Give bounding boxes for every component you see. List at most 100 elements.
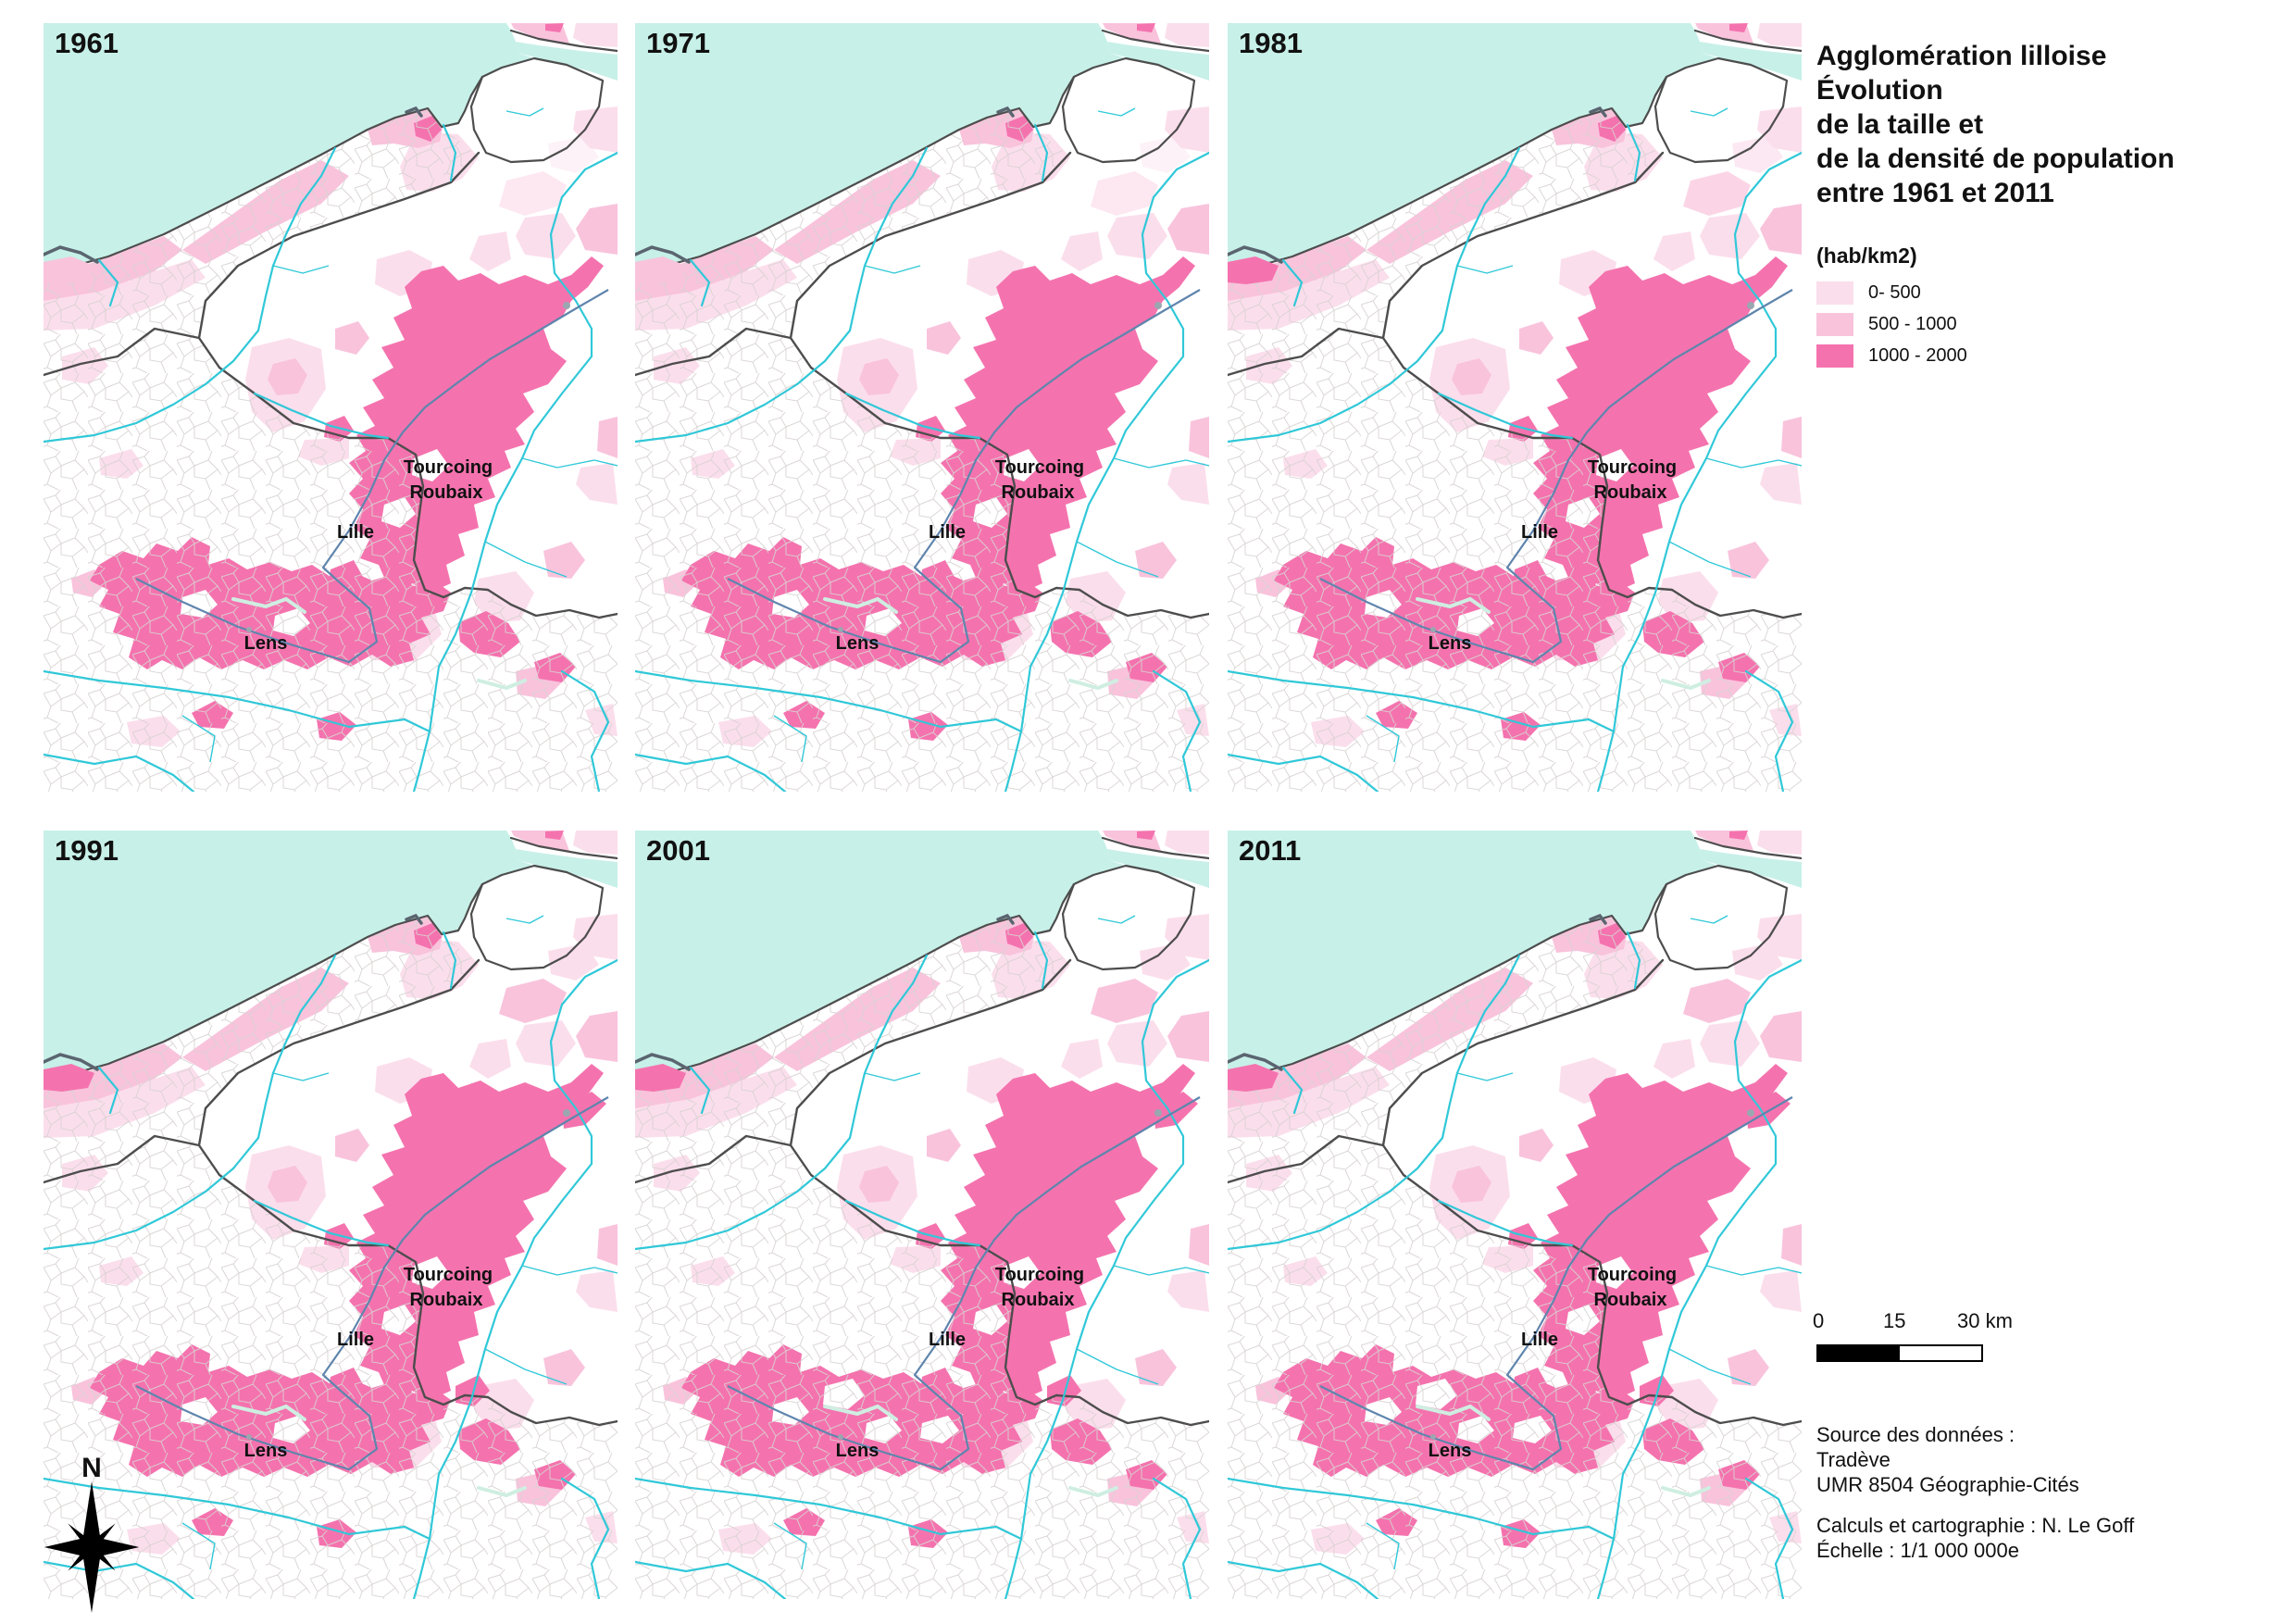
compass-star-icon [44,1480,140,1614]
legend-header: (hab/km2) [1816,244,1917,268]
sea-channel [1700,849,1802,888]
info-panel: Agglomération lilloise Évolution de la t… [1816,39,2284,376]
city-label-tourcoing: Tourcoing [995,457,1084,478]
rivers [635,915,1209,1599]
city-label-lille: Lille [1521,1330,1558,1350]
city-label-tourcoing: Tourcoing [1588,1265,1677,1285]
rivers [44,107,618,792]
port-structures [44,913,570,1440]
map-panel-2001: 2001 [635,831,1209,1599]
sea-channel [1700,42,1802,81]
coastline [1228,75,1668,277]
belgium-corner-land [1691,23,1802,53]
city-label-tourcoing: Tourcoing [404,457,493,478]
credit-line: Échelle : 1/1 000 000e [1816,1539,2019,1562]
scale-bar: 0 15 30 km [1813,1309,2057,1362]
port-structures [635,106,1162,632]
coastline [635,882,1076,1084]
scale-bar-fill [1818,1346,1900,1360]
rivers [635,107,1209,792]
scale-bar-labels: 0 15 30 km [1813,1309,2057,1335]
sea-channel [1107,42,1209,81]
map-panel-2011: 2011 [1228,831,1802,1599]
legend-item: 500 - 1000 [1816,313,2284,336]
legend-label: 0- 500 [1868,282,1921,303]
city-label-lens: Lens [244,633,288,654]
scale-tick-15: 15 [1883,1309,1906,1332]
border-enclave [1653,56,1789,164]
border-enclave [1061,56,1196,164]
scale-tick-30: 30 km [1957,1309,2013,1332]
source-line: Tradève [1816,1448,1890,1471]
city-label-lille: Lille [1521,522,1558,543]
legend-swatch-mid [1816,313,1853,336]
source-line: UMR 8504 Géographie-Cités [1816,1473,2079,1496]
density-map: Tourcoing Roubaix Lille Lens [1228,23,1802,792]
city-label-tourcoing: Tourcoing [995,1265,1084,1285]
port-structures [635,913,1162,1440]
city-label-lens: Lens [836,633,880,654]
legend-label: 500 - 1000 [1868,314,1957,334]
city-label-roubaix: Roubaix [1594,482,1667,503]
legend-item: 0- 500 [1816,281,2284,305]
city-label-tourcoing: Tourcoing [1588,457,1677,478]
scale-bar-track [1816,1344,1983,1362]
city-label-roubaix: Roubaix [410,482,483,503]
sea-channel [516,42,618,81]
city-label-lille: Lille [929,1330,966,1350]
city-labels: Tourcoing Roubaix Lille Lens [836,1265,1084,1461]
sea-channel [516,849,618,888]
belgium-corner-land [1691,831,1802,860]
city-labels: Tourcoing Roubaix Lille Lens [1429,457,1677,654]
legend-label: 1000 - 2000 [1868,345,1967,366]
legend-swatch-low [1816,281,1853,305]
border-enclave [1061,864,1196,971]
map-year-label: 1971 [646,27,710,59]
map-panel-1991: 1991 [44,831,618,1599]
map-year-label: 1961 [55,27,119,59]
map-title-line: de la taille et [1816,109,1984,140]
belgium-corner-land [506,831,618,860]
density-map: Tourcoing Roubaix Lille Lens [1228,831,1802,1599]
scale-tick-0: 0 [1813,1309,1825,1332]
map-panel-1961: 1961 [44,23,618,792]
rivers [44,915,618,1599]
city-label-roubaix: Roubaix [410,1290,483,1310]
belgium-corner-land [1098,831,1209,860]
map-year-label: 1991 [55,834,119,867]
legend: 0- 500 500 - 1000 1000 - 2000 [1816,281,2284,368]
legend-item: 1000 - 2000 [1816,344,2284,368]
density-map: Tourcoing Roubaix Lille Lens [635,831,1209,1599]
map-year-label: 2011 [1239,834,1302,867]
border-enclave [1653,864,1789,971]
port-structures [44,106,570,632]
map-title-line: entre 1961 et 2011 [1816,178,2054,208]
city-label-lens: Lens [1429,633,1472,654]
city-label-lille: Lille [337,1330,374,1350]
border-enclave [469,56,605,164]
city-labels: Tourcoing Roubaix Lille Lens [836,457,1084,654]
sea-channel [1107,849,1209,888]
map-year-label: 1981 [1239,27,1303,59]
city-label-roubaix: Roubaix [1002,1290,1075,1310]
city-label-lens: Lens [1429,1441,1472,1461]
density-map: Tourcoing Roubaix Lille Lens [44,831,618,1599]
coastline [1228,882,1668,1084]
port-structures [1228,106,1754,632]
coastline [44,882,484,1084]
map-panel-1981: 1981 [1228,23,1802,792]
credit-line: Calculs et cartographie : N. Le Goff [1816,1514,2135,1537]
map-year-label: 2001 [646,834,710,867]
map-title-line: Évolution [1816,75,1943,106]
source-block: Source des données : Tradève UMR 8504 Gé… [1816,1422,2296,1563]
map-panel-1971: 1971 [635,23,1209,792]
legend-swatch-high [1816,344,1853,368]
belgium-corner-land [506,23,618,53]
rivers [1228,915,1802,1599]
map-title-line: de la densité de population [1816,144,2175,174]
compass-rose: N [22,1455,161,1617]
border-enclave [469,864,605,971]
city-label-tourcoing: Tourcoing [404,1265,493,1285]
city-label-lille: Lille [337,522,374,543]
